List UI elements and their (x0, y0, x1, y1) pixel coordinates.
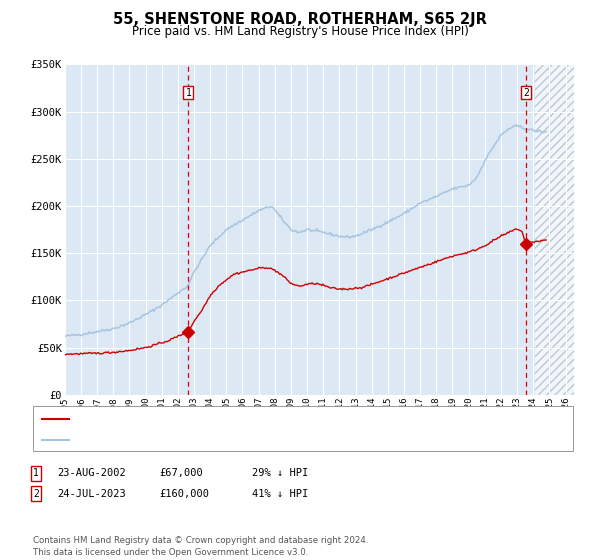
Text: 55, SHENSTONE ROAD, ROTHERHAM, S65 2JR (detached house): 55, SHENSTONE ROAD, ROTHERHAM, S65 2JR (… (72, 413, 395, 423)
Text: 1: 1 (33, 468, 39, 478)
Text: 2: 2 (523, 87, 529, 97)
Text: 29% ↓ HPI: 29% ↓ HPI (252, 468, 308, 478)
Text: Contains HM Land Registry data © Crown copyright and database right 2024.
This d: Contains HM Land Registry data © Crown c… (33, 536, 368, 557)
Text: 2: 2 (33, 489, 39, 499)
Text: 23-AUG-2002: 23-AUG-2002 (57, 468, 126, 478)
Text: 55, SHENSTONE ROAD, ROTHERHAM, S65 2JR: 55, SHENSTONE ROAD, ROTHERHAM, S65 2JR (113, 12, 487, 27)
Text: £67,000: £67,000 (159, 468, 203, 478)
Text: £160,000: £160,000 (159, 489, 209, 499)
Text: HPI: Average price, detached house, Rotherham: HPI: Average price, detached house, Roth… (72, 435, 337, 445)
Text: 24-JUL-2023: 24-JUL-2023 (57, 489, 126, 499)
Text: 1: 1 (185, 87, 191, 97)
Text: Price paid vs. HM Land Registry's House Price Index (HPI): Price paid vs. HM Land Registry's House … (131, 25, 469, 38)
Text: 41% ↓ HPI: 41% ↓ HPI (252, 489, 308, 499)
